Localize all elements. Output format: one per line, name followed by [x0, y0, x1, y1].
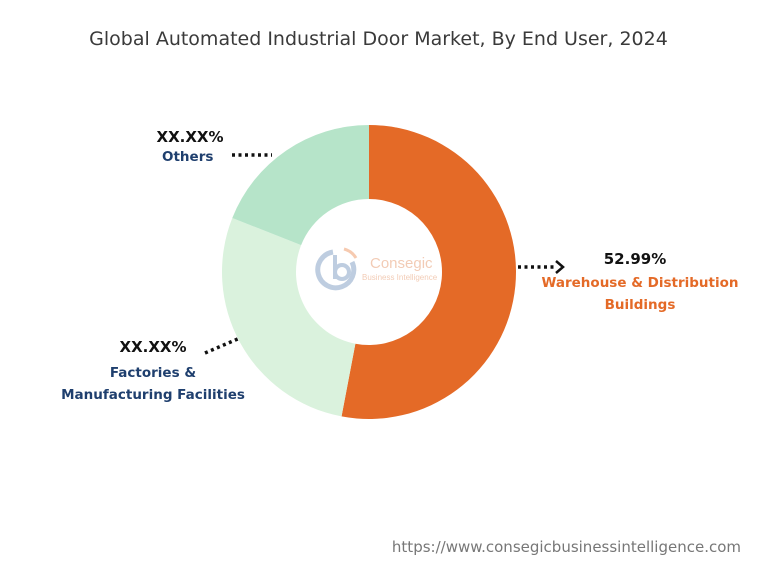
- label-factories-name: Factories & Manufacturing Facilities: [61, 365, 245, 403]
- logo-brand: Consegic: [370, 255, 433, 272]
- label-others: XX.XX% Others: [140, 128, 240, 168]
- label-warehouse: 52.99% Warehouse & Distribution Building…: [540, 250, 740, 316]
- slice-warehouse-distribution-buildings: [341, 125, 516, 419]
- source-url[interactable]: https://www.consegicbusinessintelligence…: [391, 538, 741, 556]
- logo: Consegic Business Intelligence: [315, 247, 438, 291]
- arrow-icon: [555, 260, 565, 274]
- label-warehouse-name: Warehouse & Distribution Buildings: [541, 275, 739, 313]
- label-factories: XX.XX% Factories & Manufacturing Facilit…: [48, 338, 258, 406]
- leader-lines: [204, 153, 565, 355]
- label-others-value: XX.XX%: [156, 128, 224, 146]
- logo-tagline: Business Intelligence: [362, 273, 438, 282]
- logo-mark-icon: [315, 249, 357, 291]
- chart-title: Global Automated Industrial Door Market,…: [89, 28, 668, 50]
- slice-factories-manufacturing-facilities: [221, 217, 356, 417]
- slice-others: [232, 125, 369, 246]
- label-factories-value: XX.XX%: [119, 338, 187, 356]
- label-warehouse-value: 52.99%: [603, 250, 667, 268]
- label-others-name: Others: [162, 149, 214, 165]
